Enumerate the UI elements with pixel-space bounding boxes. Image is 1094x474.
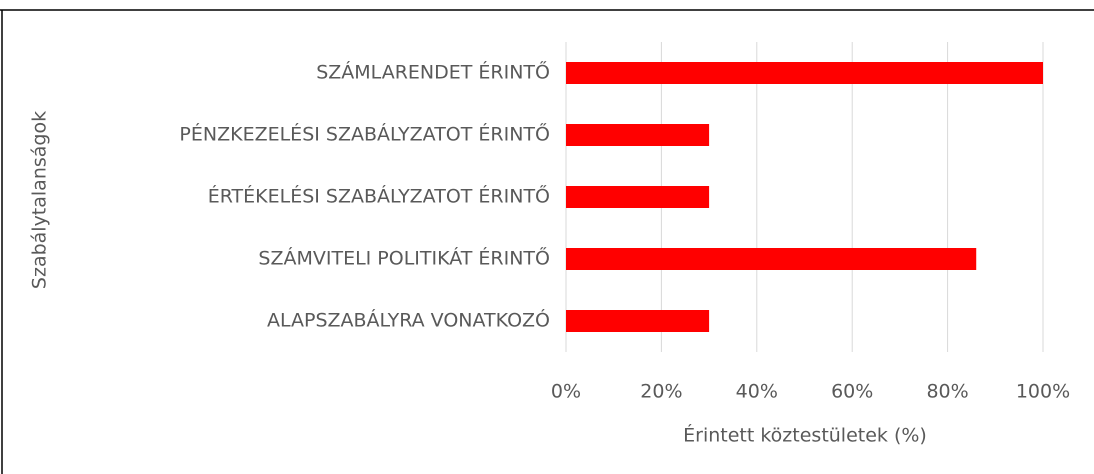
x-tick-label: 80% [926,381,968,403]
x-tick-label: 40% [736,381,778,403]
bar [566,310,710,332]
bar [566,248,977,270]
bar [566,186,710,208]
bar [566,62,1043,84]
y-tick-label: SZÁMVITELI POLITIKÁT ÉRINTŐ [258,246,550,270]
y-tick-label: PÉNZKEZELÉSI SZABÁLYZATOT ÉRINTŐ [179,122,550,146]
x-tick-label: 100% [1016,381,1070,403]
y-tick-label: ALAPSZABÁLYRA VONATKOZÓ [267,308,550,332]
y-tick-label: ÉRTÉKELÉSI SZABÁLYZATOT ÉRINTŐ [208,184,550,208]
x-axis-title: Érintett köztestületek (%) [683,424,927,447]
bar [566,124,710,146]
x-tick-label: 0% [551,381,581,403]
x-tick-label: 20% [640,381,682,403]
y-tick-label: SZÁMLARENDET ÉRINTŐ [316,60,550,84]
x-tick-label: 60% [831,381,873,403]
y-axis-title: Szabálytalanságok [29,111,51,289]
